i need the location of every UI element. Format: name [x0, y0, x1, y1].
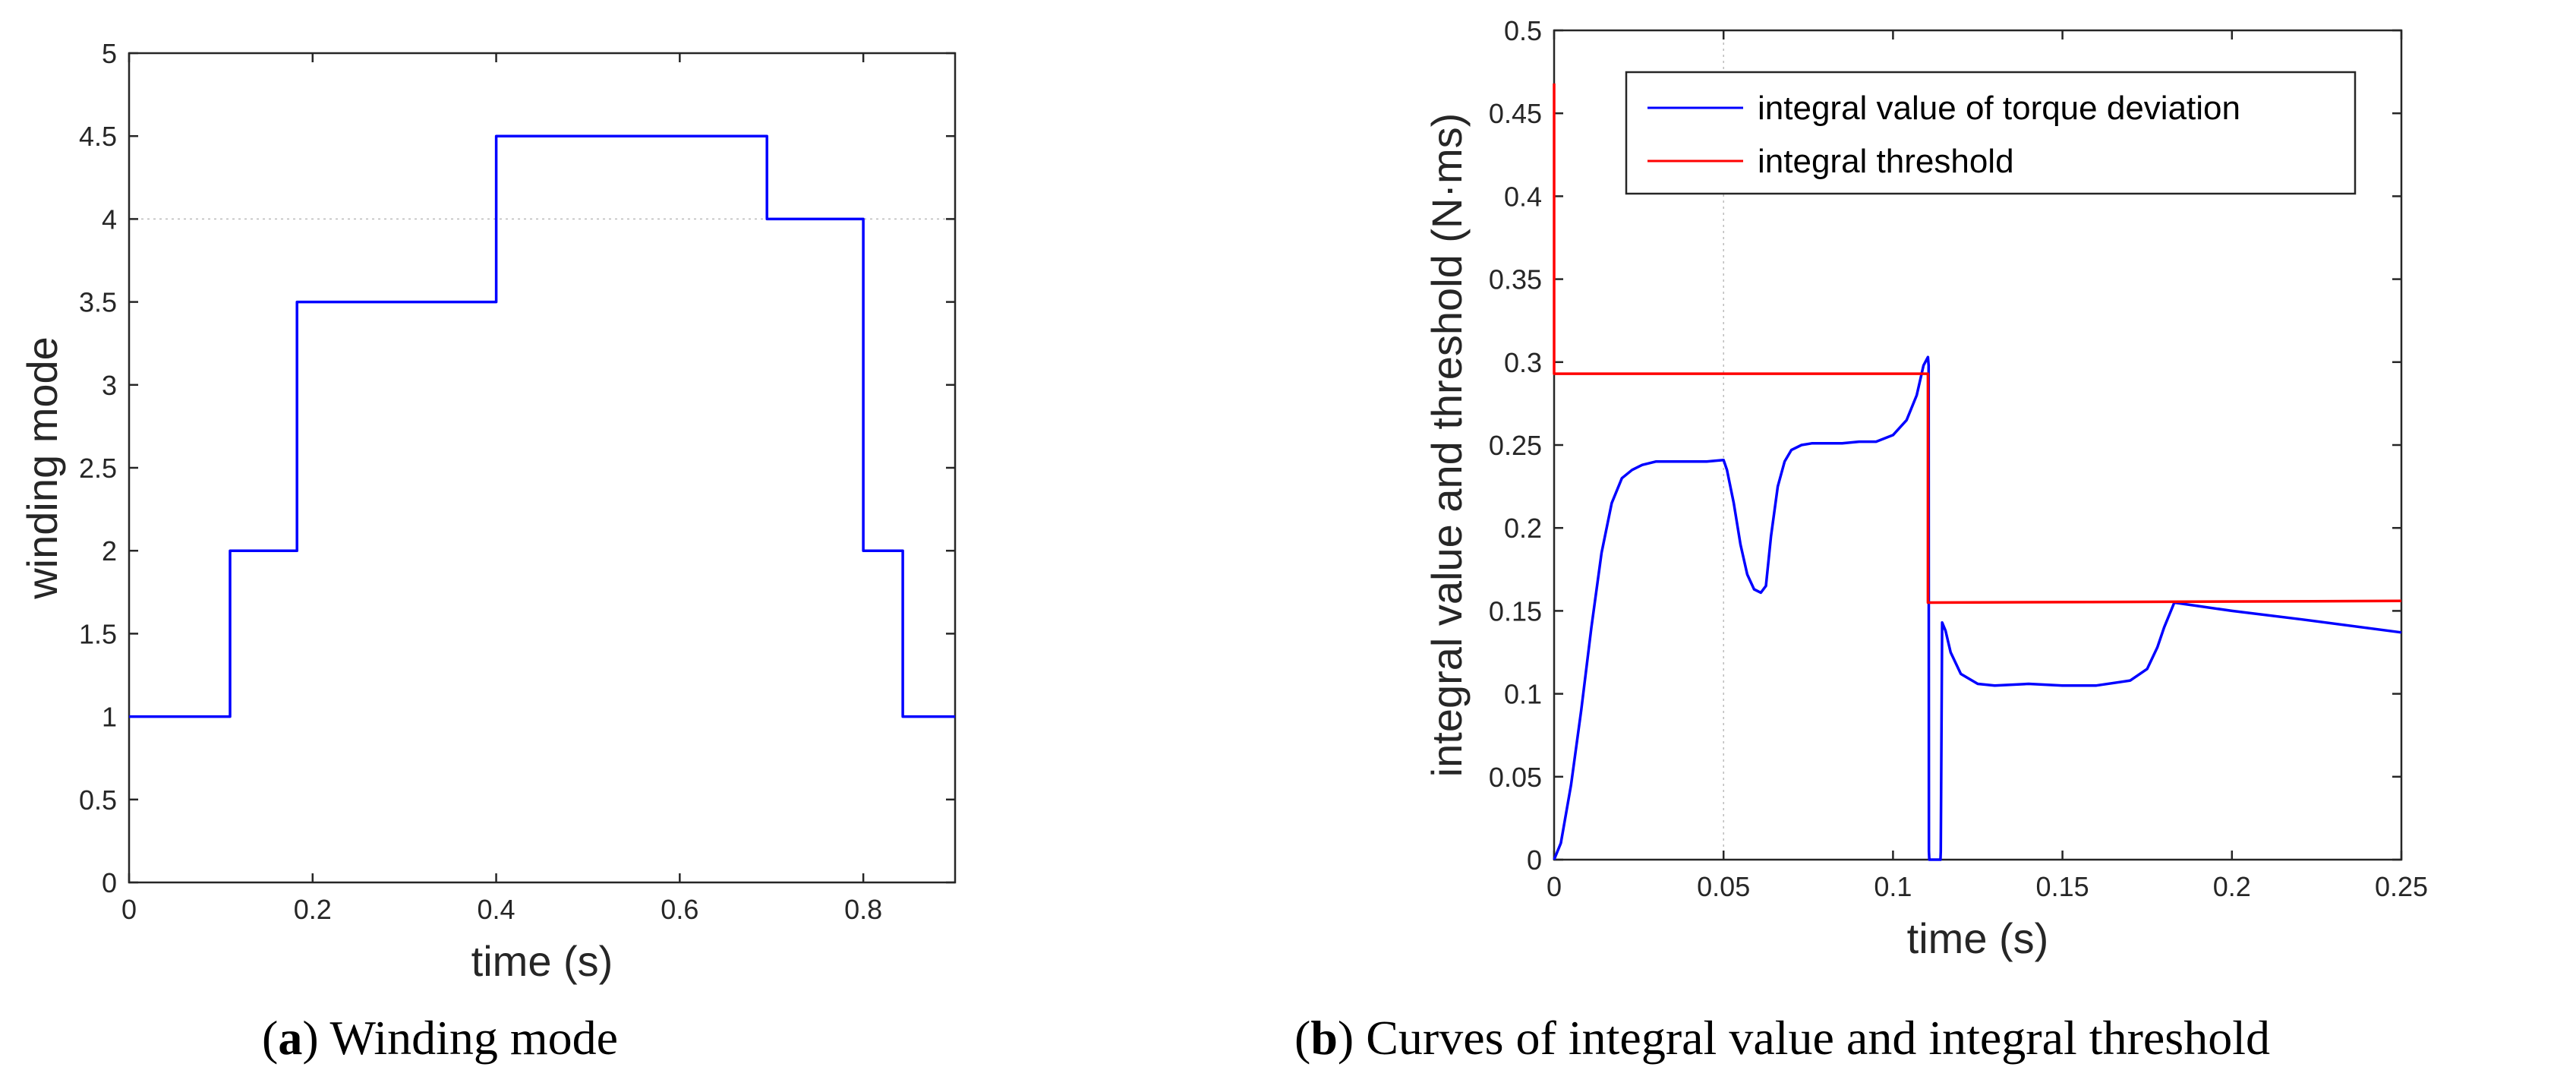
caption-b: (b) Curves of integral value and integra…: [1294, 1011, 2270, 1065]
y-tick-label: 2: [102, 535, 117, 567]
y-tick-label: 0.5: [1504, 15, 1542, 46]
x-tick-label: 0.2: [2213, 871, 2251, 902]
x-tick-label: 0.6: [661, 894, 698, 925]
y-tick-label: 0: [102, 867, 117, 898]
x-tick-label: 0.4: [478, 894, 516, 925]
y-tick-label: 0.35: [1489, 264, 1542, 295]
caption-a-letter: a: [278, 1011, 302, 1065]
y-tick-label: 1.5: [79, 618, 117, 649]
chart-a-plot-area: [128, 52, 957, 884]
chart-b-x-axis-label: time (s): [1907, 914, 2049, 962]
chart-a-y-axis-label: winding mode: [18, 336, 66, 600]
y-tick-label: 0.4: [1504, 181, 1542, 212]
caption-b-title: Curves of integral value and integral th…: [1366, 1011, 2270, 1065]
y-tick-label: 0.1: [1504, 679, 1542, 710]
legend-box: [1625, 71, 2357, 195]
y-tick-label: 0.45: [1489, 98, 1542, 129]
chart-a-ticks: 0 0.2 0.4 0.6 0.8 0 0.5 1 1.5 2 2.5 3 3.5 4 4.5 5: [79, 38, 955, 925]
x-tick-label: 0: [121, 894, 137, 925]
x-tick-label: 0.05: [1697, 871, 1750, 902]
caption-b-letter: b: [1310, 1011, 1338, 1065]
y-tick-label: 0.2: [1504, 513, 1542, 544]
y-tick-label: 3.5: [79, 287, 117, 318]
y-tick-label: 0: [1527, 844, 1542, 876]
chart-b-legend: integral value of torque deviation integ…: [1625, 71, 2357, 195]
x-tick-label: 0.2: [294, 894, 332, 925]
caption-a: (a) Winding mode: [262, 1011, 618, 1065]
chart-a-x-axis-label: time (s): [471, 937, 613, 985]
y-tick-label: 0.05: [1489, 762, 1542, 793]
y-tick-label: 0.5: [79, 784, 117, 816]
chart-b: 0 0.05 0.1 0.15 0.2 0.25 0 0.05 0.1 0.15 0.2 0.25 0.…: [1423, 15, 2428, 962]
y-tick-label: 5: [102, 38, 117, 69]
chart-b-ticks: 0 0.05 0.1 0.15 0.2 0.25 0 0.05 0.1 0.15 0.2 0.25 0.…: [1489, 15, 2428, 902]
caption-b-text: (b) Curves of integral value and integra…: [1294, 1011, 2270, 1065]
series-line-integral-value-of-torque-deviation: [1553, 355, 2402, 861]
y-tick-label: 2.5: [79, 453, 117, 484]
y-tick-label: 4: [102, 204, 117, 235]
x-tick-label: 0.25: [2375, 871, 2428, 902]
caption-a-title: Winding mode: [329, 1011, 618, 1065]
y-tick-label: 0.15: [1489, 595, 1542, 627]
y-tick-label: 1: [102, 702, 117, 733]
legend-label-integral-value: integral value of torque deviation: [1758, 90, 2240, 127]
x-tick-label: 0: [1547, 871, 1562, 902]
chart-b-series: [1553, 83, 2402, 861]
y-tick-label: 0.25: [1489, 430, 1542, 461]
chart-a-series: [129, 134, 955, 718]
caption-a-text: (a) Winding mode: [262, 1011, 618, 1065]
x-tick-label: 0.15: [2036, 871, 2089, 902]
y-tick-label: 0.3: [1504, 347, 1542, 378]
series-line-winding-mode: [129, 134, 955, 718]
series-line-integral-threshold: [1553, 83, 2402, 604]
chart-b-y-axis-label: integral value and threshold (N·ms): [1423, 113, 1471, 778]
legend-label-integral-threshold: integral threshold: [1758, 143, 2014, 180]
x-tick-label: 0.8: [844, 894, 882, 925]
y-tick-label: 4.5: [79, 121, 117, 152]
chart-a: 0 0.2 0.4 0.6 0.8 0 0.5 1 1.5 2 2.5 3 3.5 4 4.5 5 time …: [18, 38, 957, 985]
y-tick-label: 3: [102, 370, 117, 401]
x-tick-label: 0.1: [1874, 871, 1912, 902]
